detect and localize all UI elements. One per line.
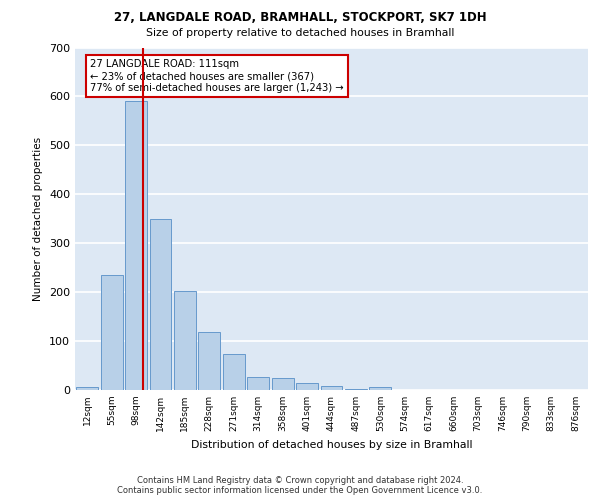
Bar [272, 378, 293, 390]
Bar [345, 388, 367, 390]
Bar [247, 377, 269, 390]
Y-axis label: Number of detached properties: Number of detached properties [34, 136, 43, 301]
Bar [125, 102, 147, 390]
Bar [199, 332, 220, 390]
Text: Size of property relative to detached houses in Bramhall: Size of property relative to detached ho… [146, 28, 454, 38]
Bar [296, 382, 318, 390]
Text: 27 LANGDALE ROAD: 111sqm
← 23% of detached houses are smaller (367)
77% of semi-: 27 LANGDALE ROAD: 111sqm ← 23% of detach… [91, 60, 344, 92]
Bar [76, 386, 98, 390]
Bar [223, 354, 245, 390]
Bar [320, 386, 343, 390]
Bar [149, 219, 172, 390]
Bar [174, 290, 196, 390]
Bar [370, 387, 391, 390]
X-axis label: Distribution of detached houses by size in Bramhall: Distribution of detached houses by size … [191, 440, 472, 450]
Text: 27, LANGDALE ROAD, BRAMHALL, STOCKPORT, SK7 1DH: 27, LANGDALE ROAD, BRAMHALL, STOCKPORT, … [113, 11, 487, 24]
Text: Contains HM Land Registry data © Crown copyright and database right 2024.
Contai: Contains HM Land Registry data © Crown c… [118, 476, 482, 495]
Bar [101, 275, 122, 390]
